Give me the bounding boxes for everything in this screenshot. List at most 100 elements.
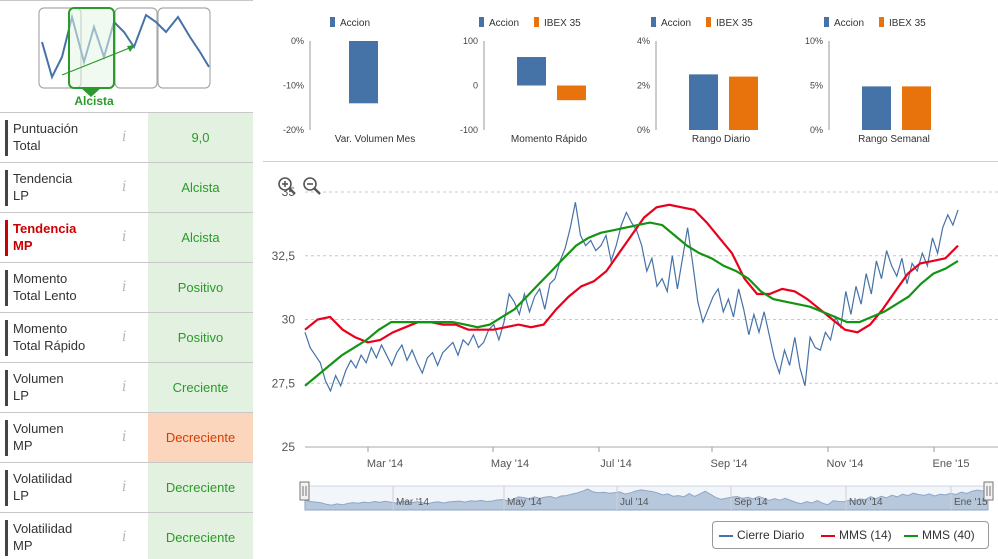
navigator-tick-label: May '14 xyxy=(507,497,542,508)
zoom-out-icon[interactable] xyxy=(302,176,322,196)
metric-row[interactable]: Momento Total Rápido i Positivo xyxy=(0,312,253,362)
info-icon[interactable]: i xyxy=(122,379,127,395)
metric-value: 9,0 xyxy=(148,113,253,162)
metric-name-line2: Total Rápido xyxy=(13,338,86,353)
mini-chart-title: Var. Volumen Mes xyxy=(335,134,415,145)
divider xyxy=(263,161,998,162)
metric-name-line2: Total xyxy=(13,138,41,153)
y-tick-label: 10% xyxy=(805,36,823,46)
series-cierre-diario xyxy=(304,202,959,393)
y-tick-label: 0% xyxy=(637,125,650,135)
legend-swatch xyxy=(534,17,539,27)
metric-value: Positivo xyxy=(148,263,253,312)
legend-item-mms14[interactable]: MMS (14) xyxy=(821,528,892,542)
metric-value: Decreciente xyxy=(148,513,253,559)
legend-swatch xyxy=(824,17,829,27)
trend-summary: Alcista xyxy=(0,0,253,112)
metric-row[interactable]: Volatilidad MP i Decreciente xyxy=(0,512,253,559)
metric-row[interactable]: Volumen MP i Decreciente xyxy=(0,412,253,462)
metric-row[interactable]: Volatilidad LP i Decreciente xyxy=(0,462,253,512)
info-icon[interactable]: i xyxy=(122,179,127,195)
metric-name: Tendencia MP xyxy=(5,220,115,256)
y-tick-label: -10% xyxy=(283,81,304,91)
zoom-in-icon[interactable] xyxy=(277,176,297,196)
mini-chart-title: Momento Rápido xyxy=(511,134,588,145)
legend-item-mms40[interactable]: MMS (40) xyxy=(904,528,975,542)
series-mms-14 xyxy=(304,203,959,344)
metric-row[interactable]: Volumen LP i Creciente xyxy=(0,362,253,412)
trend-thumb-3 xyxy=(114,7,158,89)
y-tick-label: 25 xyxy=(282,440,296,454)
mini-chart-momento: Accion IBEX 35 100 0 -100 Momento Rápido xyxy=(449,0,619,160)
legend-item-cierre[interactable]: Cierre Diario xyxy=(719,528,804,542)
y-tick-label: 5% xyxy=(810,81,823,91)
metric-name-line1: Momento xyxy=(13,321,68,336)
metric-name-line1: Momento xyxy=(13,271,68,286)
selected-pointer-icon xyxy=(81,88,101,97)
y-tick-label: -20% xyxy=(283,125,304,135)
y-tick-label: 0 xyxy=(473,81,478,91)
metric-name-line1: Volumen xyxy=(13,371,64,386)
navigator-tick-label: Jul '14 xyxy=(620,497,649,508)
info-icon[interactable]: i xyxy=(122,529,127,545)
metric-name-line2: MP xyxy=(13,538,33,553)
mini-chart-title: Rango Diario xyxy=(692,134,751,145)
legend-label: Accion xyxy=(489,18,519,29)
y-tick-label: 32,5 xyxy=(272,249,296,263)
navigator-handle-left xyxy=(299,481,310,501)
legend-swatch xyxy=(706,17,711,27)
metric-value: Decreciente xyxy=(148,463,253,512)
x-tick-label: May '14 xyxy=(491,458,529,470)
metric-name-line1: Volatilidad xyxy=(13,471,73,486)
metric-name-line1: Volatilidad xyxy=(13,521,73,536)
metric-name: Momento Total Lento xyxy=(5,270,115,306)
metric-row[interactable]: Tendencia MP i Alcista xyxy=(0,212,253,262)
bar-accion xyxy=(862,86,891,130)
y-tick-label: 30 xyxy=(282,313,296,327)
metric-value: Alcista xyxy=(148,213,253,262)
y-tick-label: 27,5 xyxy=(272,376,296,390)
info-icon[interactable]: i xyxy=(122,329,127,345)
series-mms-40 xyxy=(304,221,959,387)
trend-thumbnails[interactable] xyxy=(38,7,213,99)
metric-name-line2: MP xyxy=(13,438,33,453)
x-tick-label: Ene '15 xyxy=(933,458,970,470)
info-icon[interactable]: i xyxy=(122,429,127,445)
metric-name-line1: Puntuación xyxy=(13,121,79,136)
metric-name-line2: LP xyxy=(13,388,29,403)
chart-legend: Cierre Diario MMS (14) MMS (40) xyxy=(712,521,989,549)
bar-accion xyxy=(349,41,378,104)
navigator-handle-right xyxy=(983,481,994,501)
metric-name-line2: LP xyxy=(13,188,29,203)
metric-name-line2: LP xyxy=(13,488,29,503)
mini-chart-title: Rango Semanal xyxy=(858,134,930,145)
metric-value: Creciente xyxy=(148,363,253,412)
legend-swatch xyxy=(879,17,884,27)
metric-row[interactable]: Tendencia LP i Alcista xyxy=(0,162,253,212)
mini-chart-rango-semanal: Accion IBEX 35 10% 5% 0% Rango Semanal xyxy=(794,0,964,160)
metric-row[interactable]: Momento Total Lento i Positivo xyxy=(0,262,253,312)
trend-arrow-icon xyxy=(61,46,133,76)
metric-name: Tendencia LP xyxy=(5,170,115,206)
metric-name: Volatilidad MP xyxy=(5,520,115,556)
legend-swatch xyxy=(651,17,656,27)
legend-swatch xyxy=(479,17,484,27)
metric-name-line2: MP xyxy=(13,238,33,253)
info-icon[interactable]: i xyxy=(122,129,127,145)
y-tick-label: 4% xyxy=(637,36,650,46)
metric-name-line1: Tendencia xyxy=(13,171,73,186)
info-icon[interactable]: i xyxy=(122,279,127,295)
x-tick-label: Mar '14 xyxy=(367,458,403,470)
mini-chart-volumen: Accion 0% -10% -20% Var. Volumen Mes xyxy=(275,0,445,160)
metric-value: Alcista xyxy=(148,163,253,212)
indicator-panel: Alcista Puntuación Total i 9,0 Tendencia LP i A… xyxy=(0,0,253,559)
metric-name: Momento Total Rápido xyxy=(5,320,115,356)
info-icon[interactable]: i xyxy=(122,479,127,495)
metric-row[interactable]: Puntuación Total i 9,0 xyxy=(0,112,253,162)
info-icon[interactable]: i xyxy=(122,229,127,245)
metric-value: Decreciente xyxy=(148,413,253,462)
x-tick-label: Sep '14 xyxy=(711,458,748,470)
bar-accion xyxy=(517,57,546,86)
y-tick-label: 0% xyxy=(291,36,304,46)
